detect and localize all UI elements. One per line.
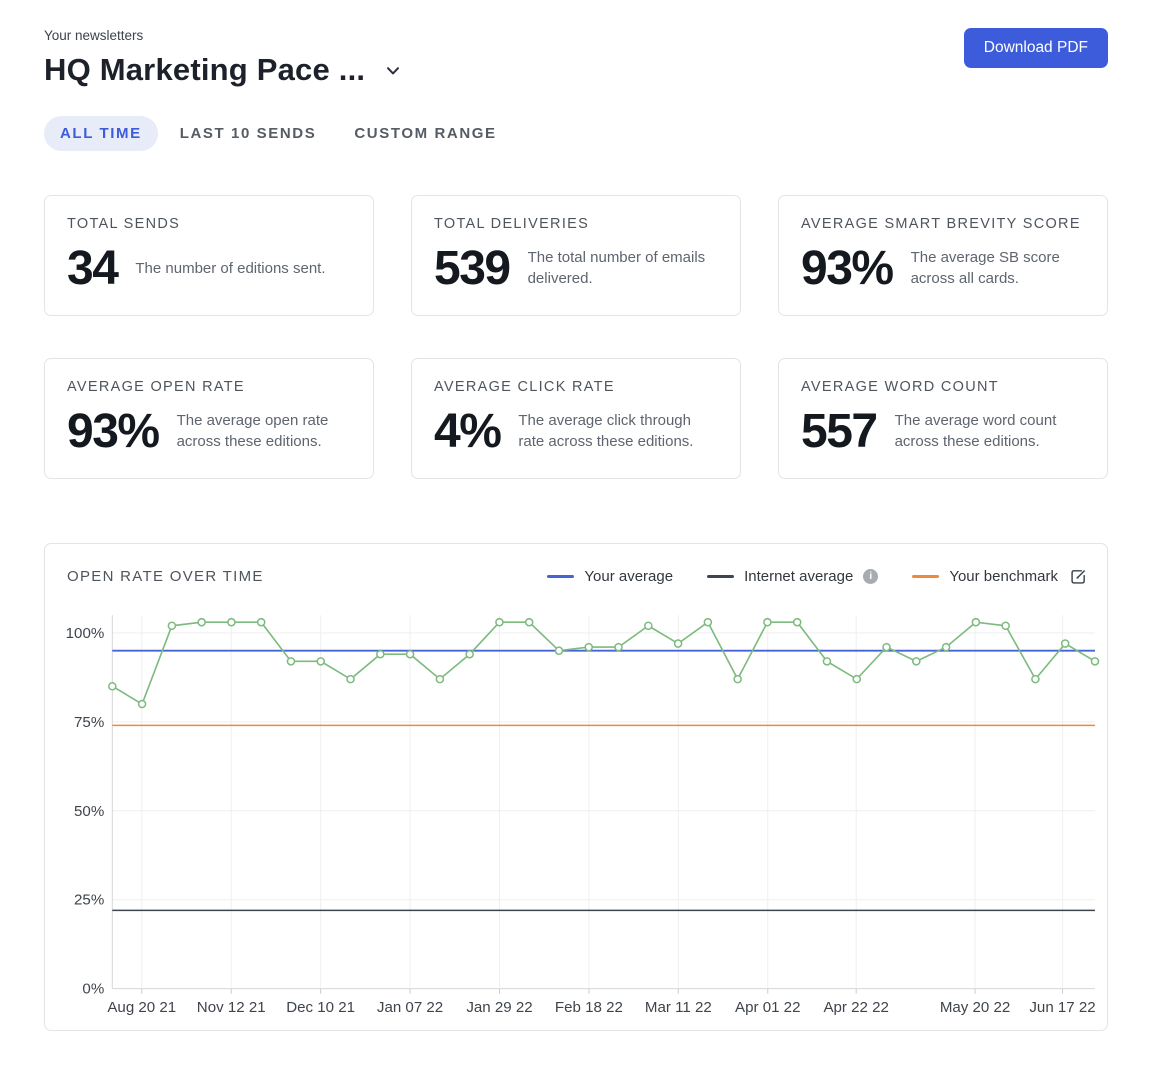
open-rate-line-chart: 0% 25% 50% 75% 100% Aug 20 21 Nov 12 21 Dec 10 …: [66, 615, 1100, 1016]
open-rate-over-time-card: OPEN RATE OVER TIME Your average Interne…: [44, 543, 1108, 1031]
chart-title: OPEN RATE OVER TIME: [67, 568, 264, 585]
legend-internet-average: Internet average i: [707, 568, 879, 585]
edit-benchmark-icon[interactable]: [1070, 568, 1087, 585]
tab-all-time[interactable]: ALL TIME: [44, 116, 158, 151]
chevron-down-icon[interactable]: [383, 61, 403, 86]
stat-card-value: 557: [801, 405, 878, 458]
stat-card-label: AVERAGE CLICK RATE: [434, 379, 615, 395]
newsletter-selector[interactable]: HQ Marketing Pace ...: [44, 52, 403, 88]
page-title: HQ Marketing Pace ...: [44, 52, 366, 87]
stat-card-label: TOTAL SENDS: [67, 216, 181, 232]
svg-text:Nov 12 21: Nov 12 21: [197, 999, 266, 1016]
stat-card-label: TOTAL DELIVERIES: [434, 216, 590, 232]
svg-text:Jan 29 22: Jan 29 22: [466, 999, 532, 1016]
legend-your-average: Your average: [547, 568, 673, 585]
svg-text:75%: 75%: [74, 714, 104, 731]
header-left: Your newsletters HQ Marketing Pace ...: [44, 28, 403, 88]
stat-card-description: The average open rate across these editi…: [176, 412, 329, 450]
internet-average-line-swatch: [707, 575, 735, 578]
chart-legend: Your average Internet average i Your ben…: [547, 568, 1087, 585]
legend-label: Your benchmark: [949, 568, 1058, 585]
stat-card-label: AVERAGE OPEN RATE: [67, 379, 245, 395]
svg-text:0%: 0%: [82, 981, 104, 998]
stat-card-value: 539: [434, 242, 511, 295]
legend-your-benchmark: Your benchmark: [912, 568, 1087, 585]
svg-text:Jun 17 22: Jun 17 22: [1029, 999, 1095, 1016]
svg-text:Apr 22 22: Apr 22 22: [823, 999, 888, 1016]
svg-text:25%: 25%: [74, 892, 104, 909]
stat-card-avg-word-count: AVERAGE WORD COUNT 557 The average word …: [778, 358, 1108, 479]
tab-custom-range[interactable]: CUSTOM RANGE: [338, 116, 512, 151]
svg-text:Jan 07 22: Jan 07 22: [377, 999, 443, 1016]
svg-text:100%: 100%: [66, 625, 105, 642]
svg-text:Mar 11 22: Mar 11 22: [645, 999, 712, 1016]
svg-text:May 20 22: May 20 22: [940, 999, 1010, 1016]
chart-header: OPEN RATE OVER TIME Your average Interne…: [67, 568, 1099, 585]
eyebrow-label: Your newsletters: [44, 28, 144, 43]
svg-text:50%: 50%: [74, 803, 104, 820]
legend-label: Internet average: [744, 568, 854, 585]
svg-text:Apr 01 22: Apr 01 22: [735, 999, 800, 1016]
stat-card-value: 93%: [801, 242, 894, 295]
your-benchmark-line-swatch: [912, 575, 940, 578]
svg-text:Feb 18 22: Feb 18 22: [555, 999, 623, 1016]
stat-cards-grid: TOTAL SENDS 34 The number of editions se…: [44, 195, 1108, 479]
stat-card-description: The average SB score across all cards.: [910, 249, 1060, 287]
stat-card-total-sends: TOTAL SENDS 34 The number of editions se…: [44, 195, 374, 316]
time-range-tabs: ALL TIME LAST 10 SENDS CUSTOM RANGE: [44, 116, 1108, 151]
stat-card-value: 4%: [434, 405, 502, 458]
stat-card-avg-click-rate: AVERAGE CLICK RATE 4% The average click …: [411, 358, 741, 479]
legend-label: Your average: [584, 568, 674, 585]
stat-card-avg-smart-brevity-score: AVERAGE SMART BREVITY SCORE 93% The aver…: [778, 195, 1108, 316]
stat-card-avg-open-rate: AVERAGE OPEN RATE 93% The average open r…: [44, 358, 374, 479]
info-icon[interactable]: i: [863, 569, 879, 584]
page-header: Your newsletters HQ Marketing Pace ... D…: [44, 28, 1108, 88]
stat-card-description: The number of editions sent.: [135, 259, 326, 277]
stat-card-total-deliveries: TOTAL DELIVERIES 539 The total number of…: [411, 195, 741, 316]
svg-text:Dec 10 21: Dec 10 21: [286, 999, 355, 1016]
your-average-line-swatch: [547, 575, 575, 578]
stat-card-value: 93%: [67, 405, 160, 458]
stat-card-description: The average word count across these edit…: [894, 412, 1057, 450]
stat-card-label: AVERAGE SMART BREVITY SCORE: [801, 216, 1081, 232]
download-pdf-button[interactable]: Download PDF: [963, 28, 1108, 68]
svg-text:Aug 20 21: Aug 20 21: [107, 999, 176, 1016]
stat-card-label: AVERAGE WORD COUNT: [801, 379, 999, 395]
stat-card-description: The total number of emails delivered.: [527, 249, 706, 287]
stat-card-value: 34: [67, 242, 119, 295]
stat-card-description: The average click through rate across th…: [518, 412, 694, 450]
tab-last-10-sends[interactable]: LAST 10 SENDS: [164, 116, 333, 151]
